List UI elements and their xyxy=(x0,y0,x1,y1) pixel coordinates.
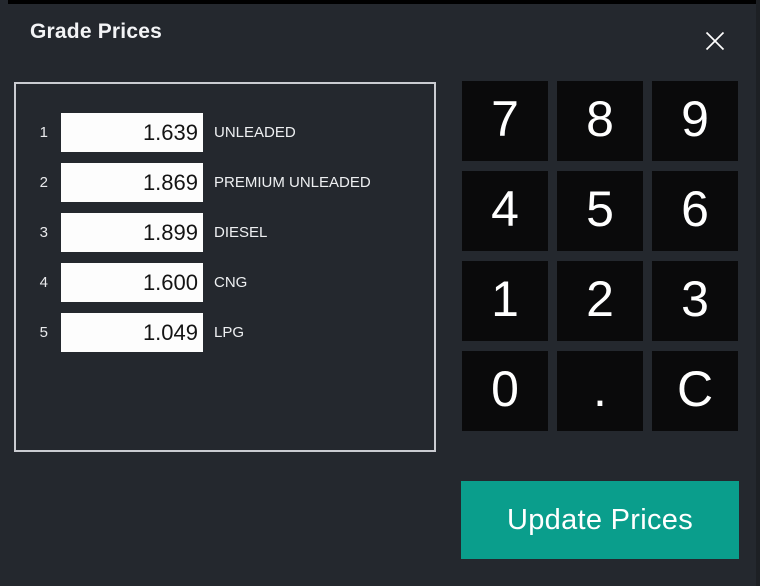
keypad-key-decimal[interactable]: . xyxy=(557,351,643,431)
grade-number: 3 xyxy=(39,224,48,241)
keypad-key-7[interactable]: 7 xyxy=(462,81,548,161)
update-prices-button[interactable]: Update Prices xyxy=(461,481,739,559)
grade-row: 2 PREMIUM UNLEADED xyxy=(16,163,434,202)
keypad-key-3[interactable]: 3 xyxy=(652,261,738,341)
grade-number: 4 xyxy=(39,274,48,291)
numeric-keypad: 7 8 9 4 5 6 1 2 3 0 . C xyxy=(462,81,738,431)
grade-row: 1 UNLEADED xyxy=(16,113,434,152)
close-icon xyxy=(704,30,726,52)
dialog-title: Grade Prices xyxy=(30,20,162,43)
keypad-key-0[interactable]: 0 xyxy=(462,351,548,431)
grade-number: 2 xyxy=(39,174,48,191)
keypad-key-2[interactable]: 2 xyxy=(557,261,643,341)
grade-rows-list: 1 UNLEADED 2 PREMIUM UNLEADED 3 DIESEL 4… xyxy=(16,113,434,352)
grade-name-label: UNLEADED xyxy=(214,124,296,141)
grade-prices-panel: 1 UNLEADED 2 PREMIUM UNLEADED 3 DIESEL 4… xyxy=(14,82,436,452)
window-right-edge xyxy=(756,0,760,586)
keypad-key-9[interactable]: 9 xyxy=(652,81,738,161)
keypad-key-4[interactable]: 4 xyxy=(462,171,548,251)
grade-name-label: DIESEL xyxy=(214,224,268,241)
grade-name-label: CNG xyxy=(214,274,248,291)
grade-price-input-4[interactable] xyxy=(61,263,203,302)
window-top-edge xyxy=(8,0,760,4)
grade-price-input-1[interactable] xyxy=(61,113,203,152)
grade-number: 1 xyxy=(39,124,48,141)
keypad-key-clear[interactable]: C xyxy=(652,351,738,431)
grade-price-input-5[interactable] xyxy=(61,313,203,352)
grade-row: 3 DIESEL xyxy=(16,213,434,252)
grade-name-label: LPG xyxy=(214,324,245,341)
grade-price-input-2[interactable] xyxy=(61,163,203,202)
grade-number: 5 xyxy=(39,324,48,341)
keypad-key-1[interactable]: 1 xyxy=(462,261,548,341)
grade-name-label: PREMIUM UNLEADED xyxy=(214,174,371,191)
grade-price-input-3[interactable] xyxy=(61,213,203,252)
grade-row: 4 CNG xyxy=(16,263,434,302)
grade-row: 5 LPG xyxy=(16,313,434,352)
keypad-key-5[interactable]: 5 xyxy=(557,171,643,251)
keypad-key-8[interactable]: 8 xyxy=(557,81,643,161)
keypad-key-6[interactable]: 6 xyxy=(652,171,738,251)
close-button[interactable] xyxy=(694,21,736,61)
